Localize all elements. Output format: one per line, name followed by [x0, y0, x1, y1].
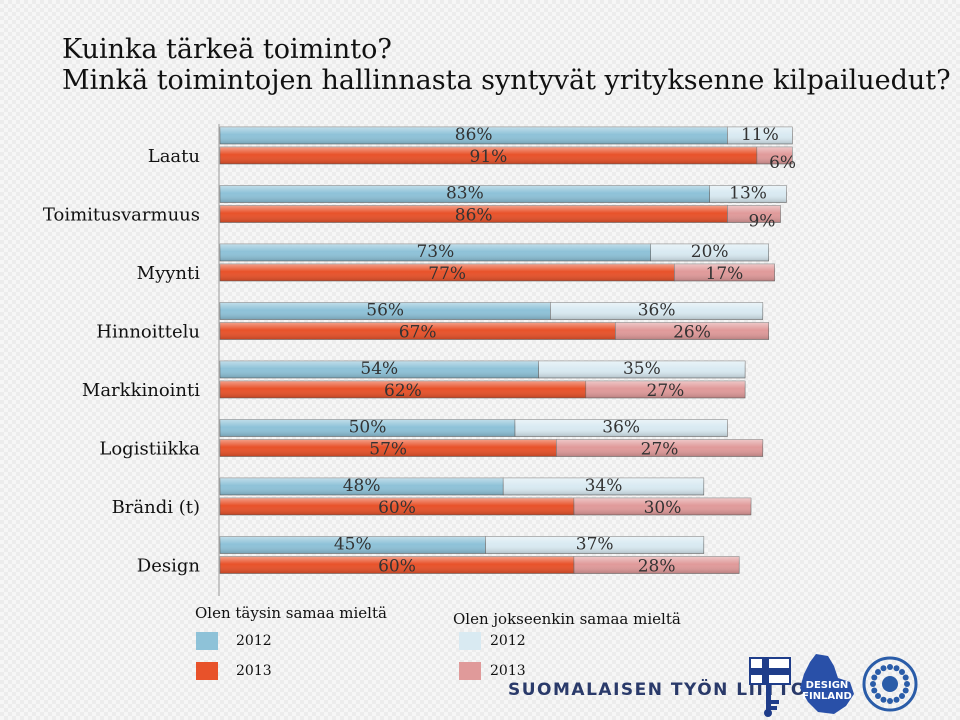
bar-partial-gloss-2012-4 [538, 361, 746, 378]
legend-swatch-partial-2013 [459, 662, 481, 680]
bar-partial-gloss-2012-0 [727, 127, 793, 144]
label-partial-2013-3: 26% [673, 323, 711, 343]
label-partial-2013-2: 17% [706, 264, 744, 284]
category-label-5: Logistiikka [99, 439, 200, 460]
design-finland-logo: DESIGN FINLAND [800, 654, 854, 714]
bar-partial-gloss-2013-0 [756, 147, 793, 164]
label-partial-2013-4: 27% [647, 381, 685, 401]
bar-partial-gloss-2013-6 [574, 498, 751, 515]
label-full-2012-0: 86% [455, 125, 493, 145]
bar-partial-gloss-2013-1 [727, 205, 781, 223]
bar-full-gloss-2012-3 [220, 302, 551, 320]
legend-swatch-full-2013 [196, 662, 218, 680]
title-block: Kuinka tärkeä toiminto? Minkä toimintoje… [62, 34, 951, 96]
legend-swatch-full-2012 [196, 632, 218, 650]
bar-full-gloss-2012-6 [220, 478, 504, 495]
category-label-1: Toimitusvarmuus [43, 205, 200, 226]
label-full-2013-3: 67% [399, 323, 437, 343]
label-full-2012-2: 73% [416, 242, 454, 262]
bar-full-gloss-2012-0 [220, 127, 728, 144]
bar-partial-gloss-2012-5 [515, 419, 728, 437]
label-full-2012-3: 56% [366, 301, 404, 321]
bar-full-gloss-2013-2 [220, 264, 675, 281]
category-label-4: Markkinointi [82, 380, 200, 401]
label-full-2013-2: 77% [428, 264, 466, 284]
category-label-3: Hinnoittelu [96, 322, 200, 343]
bar-full-gloss-2013-1 [220, 205, 728, 223]
bar-full-gloss-2012-4 [220, 361, 539, 378]
label-partial-2012-3: 36% [638, 301, 676, 321]
label-full-2013-1: 86% [455, 206, 493, 226]
bar-partial-gloss-2012-3 [550, 302, 763, 320]
label-partial-2012-4: 35% [623, 359, 661, 379]
bar-full-gloss-2013-4 [220, 381, 586, 398]
bar-full-gloss-2012-5 [220, 419, 515, 437]
bar-full-gloss-2013-6 [220, 498, 574, 515]
label-full-2013-4: 62% [384, 381, 422, 401]
label-full-2012-1: 83% [446, 184, 484, 204]
bar-full-gloss-2013-7 [220, 556, 574, 574]
label-partial-2013-0: 6% [769, 153, 796, 173]
bar-full-gloss-2013-5 [220, 439, 557, 457]
label-full-2013-0: 91% [470, 147, 508, 167]
label-full-2012-5: 50% [349, 418, 387, 438]
label-partial-2012-0: 11% [741, 125, 779, 145]
legend-year-partial-2012: 2012 [490, 633, 526, 649]
design-finland-logo-line-1: DESIGN [806, 680, 849, 691]
label-partial-2012-5: 36% [602, 418, 640, 438]
bar-partial-gloss-2013-2 [674, 264, 775, 281]
label-partial-2012-1: 13% [729, 184, 767, 204]
organization-name: SUOMALAISEN TYÖN LIITTO [508, 680, 807, 700]
legend-swatch-partial-2012 [459, 632, 481, 650]
category-label-2: Myynti [137, 263, 201, 284]
label-partial-2012-6: 34% [585, 476, 623, 496]
legend-year-partial-2013: 2013 [490, 663, 526, 679]
label-full-2013-7: 60% [378, 557, 416, 577]
legend-year-full-2012: 2012 [236, 633, 272, 649]
bar-partial-gloss-2012-1 [709, 185, 787, 203]
bar-full-gloss-2013-3 [220, 322, 616, 340]
legend-header-partial: Olen jokseenkin samaa mieltä [453, 610, 681, 628]
chart-title-line-2: Minkä toimintojen hallinnasta syntyvät y… [62, 65, 951, 96]
design-finland-logo-line-2: FINLAND [802, 691, 852, 702]
circular-emblem-logo [862, 656, 918, 712]
chart-title-line-1: Kuinka tärkeä toiminto? [62, 34, 392, 65]
bar-full-gloss-2013-0 [220, 147, 757, 164]
label-full-2012-7: 45% [334, 535, 372, 555]
legend-header-full: Olen täysin samaa mieltä [195, 604, 387, 622]
label-partial-2012-2: 20% [691, 242, 729, 262]
category-label-0: Laatu [148, 146, 200, 167]
bar-partial-gloss-2013-7 [574, 556, 740, 574]
label-partial-2013-6: 30% [644, 498, 682, 518]
label-full-2013-5: 57% [369, 440, 407, 460]
bar-partial-gloss-2013-5 [556, 439, 763, 457]
bar-full-gloss-2012-1 [220, 185, 710, 203]
bar-partial-gloss-2013-4 [585, 381, 746, 398]
bar-full-gloss-2012-2 [220, 244, 651, 261]
bar-partial-gloss-2012-7 [485, 536, 704, 554]
label-partial-2013-5: 27% [641, 440, 679, 460]
category-label-6: Brändi (t) [112, 497, 200, 518]
stacked-bar-chart: 86% 11% 91% 6% Laatu 83% 13% 86% 9% Toimitusvarmu… [43, 124, 796, 596]
label-partial-2013-1: 9% [748, 212, 775, 232]
bar-partial-gloss-2012-2 [650, 244, 769, 261]
label-partial-2012-7: 37% [576, 535, 614, 555]
label-full-2013-6: 60% [378, 498, 416, 518]
bar-full-gloss-2012-7 [220, 536, 486, 554]
key-flag-logo [749, 657, 791, 717]
bar-partial-gloss-2013-3 [615, 322, 769, 340]
legend-year-full-2013: 2013 [236, 663, 272, 679]
category-label-7: Design [137, 556, 201, 577]
label-full-2012-4: 54% [360, 359, 398, 379]
label-full-2012-6: 48% [343, 476, 381, 496]
label-partial-2013-7: 28% [638, 557, 676, 577]
bar-partial-gloss-2012-6 [503, 478, 704, 495]
